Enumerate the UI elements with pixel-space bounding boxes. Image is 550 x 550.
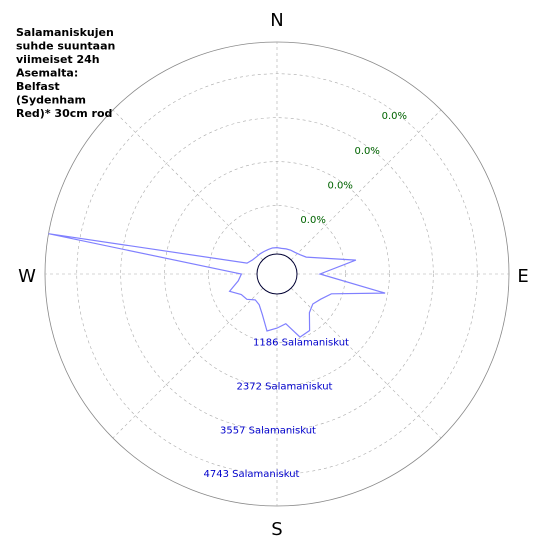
spoke [290, 287, 442, 439]
direction-label: W [18, 266, 36, 287]
data-line [48, 233, 386, 338]
pct-tick-label: 0.0% [355, 146, 380, 157]
spoke [112, 109, 264, 261]
pct-tick-label: 0.0% [300, 215, 325, 226]
pct-tick-label: 0.0% [382, 111, 407, 122]
grid-ring [120, 117, 434, 431]
grid-ring [164, 161, 390, 387]
r-tick-label: 1186 Salamaniskut [253, 337, 349, 348]
r-tick-label: 2372 Salamaniskut [237, 381, 333, 392]
title-line: (Sydenham [16, 94, 86, 107]
title-line: viimeiset 24h [16, 53, 100, 66]
pct-tick-label: 0.0% [327, 180, 352, 191]
grid-ring [208, 205, 346, 343]
title-line: Salamaniskujen [16, 26, 114, 39]
grid-ring [76, 73, 478, 475]
spoke [290, 109, 442, 261]
direction-label: S [271, 519, 282, 540]
center-hole [256, 253, 298, 295]
direction-label: E [517, 266, 528, 287]
r-tick-label: 3557 Salamaniskut [220, 425, 316, 436]
title-line: Red)* 30cm rod [16, 107, 112, 120]
title-line: Belfast [16, 80, 60, 93]
title-line: suhde suuntaan [16, 40, 115, 53]
title-line: Asemalta: [16, 67, 78, 80]
direction-label: N [270, 10, 283, 31]
r-tick-label: 4743 Salamaniskut [204, 469, 300, 480]
spoke [112, 287, 264, 439]
